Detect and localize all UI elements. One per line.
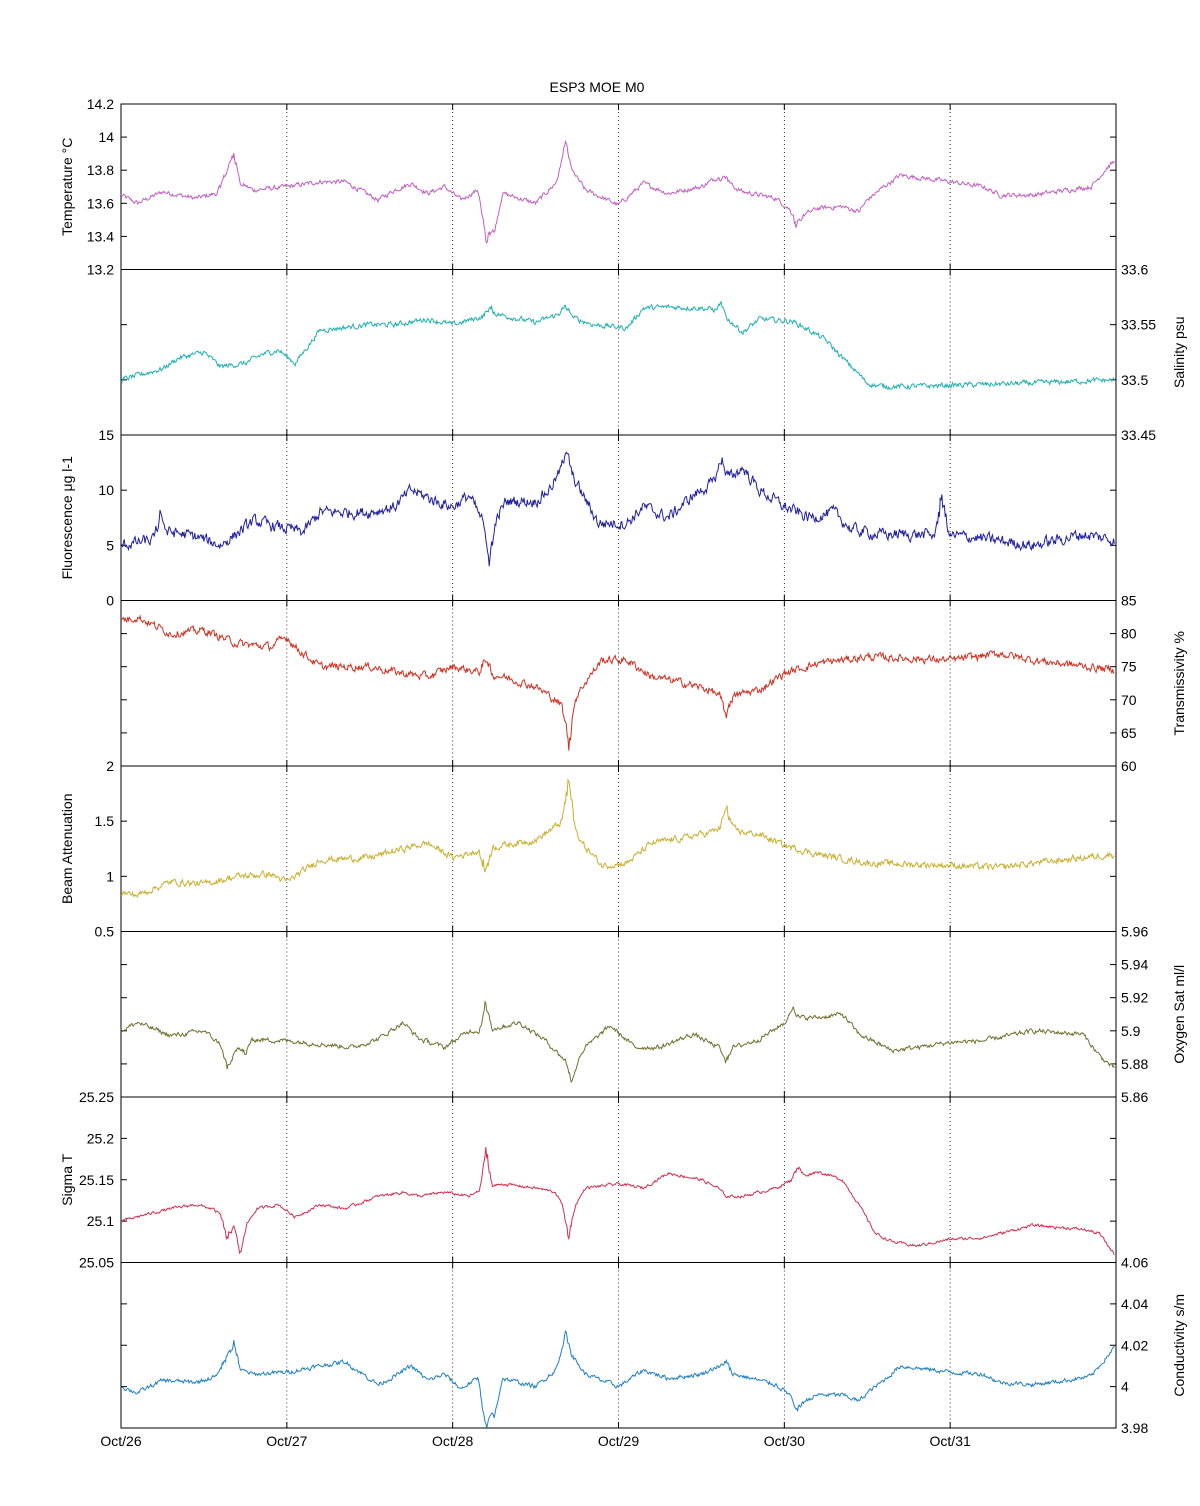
y-tick-label: 33.45 — [1121, 427, 1156, 443]
y-tick-label: 1.5 — [95, 813, 115, 829]
x-tick-label: Oct/29 — [598, 1433, 639, 1449]
y-tick-label: 85 — [1121, 593, 1137, 609]
series-line — [120, 778, 1115, 898]
y-tick-label: 5.88 — [1121, 1056, 1148, 1072]
series-line — [120, 1146, 1115, 1256]
panel-4: 0.5 1 1.5 2 Beam Attenuation — [59, 758, 1117, 940]
x-tick-label: Oct/26 — [100, 1433, 141, 1449]
y-tick-label: 10 — [98, 482, 114, 498]
chart-title: ESP3 MOE M0 — [550, 79, 645, 95]
x-tick-label: Oct/30 — [764, 1433, 805, 1449]
y-axis-label: Sigma T — [59, 1153, 75, 1205]
series-line — [120, 451, 1115, 567]
panel-2: 0 5 10 15 Fluorescence μg l-1 — [59, 427, 1117, 609]
y-tick-label: 5.92 — [1121, 990, 1148, 1006]
y-tick-label: 13.4 — [87, 228, 114, 244]
y-tick-label: 14 — [98, 129, 114, 145]
y-tick-label: 15 — [98, 427, 114, 443]
y-tick-label: 25.1 — [87, 1213, 114, 1229]
y-tick-label: 0 — [106, 593, 114, 609]
x-tick-label: Oct/31 — [930, 1433, 971, 1449]
panel-0: 13.2 13.4 13.6 13.8 14 14.2 Temperature °C — [59, 96, 1117, 278]
panel-6: 25.05 25.1 25.15 25.2 25.25 Sigma T — [59, 1089, 1117, 1271]
y-tick-label: 60 — [1121, 758, 1137, 774]
y-tick-label: 13.6 — [87, 195, 114, 211]
y-tick-label: 70 — [1121, 692, 1137, 708]
y-axis-label: Oxygen Sat ml/l — [1171, 965, 1187, 1064]
y-tick-label: 25.2 — [87, 1130, 114, 1146]
y-axis-label: Transmissivity % — [1171, 631, 1187, 736]
x-tick-label: Oct/28 — [432, 1433, 473, 1449]
y-axis-label: Beam Attenuation — [59, 793, 75, 904]
series-line — [120, 301, 1115, 391]
series-line — [120, 1330, 1115, 1428]
y-tick-label: 13.8 — [87, 162, 114, 178]
y-tick-label: 4 — [1121, 1379, 1129, 1395]
y-axis-label: Salinity psu — [1171, 316, 1187, 388]
y-tick-label: 4.06 — [1121, 1255, 1148, 1271]
y-tick-label: 13.2 — [87, 262, 114, 278]
y-tick-label: 5.86 — [1121, 1089, 1148, 1105]
y-tick-label: 5.94 — [1121, 957, 1148, 973]
y-tick-label: 80 — [1121, 626, 1137, 642]
y-tick-label: 14.2 — [87, 96, 114, 112]
y-tick-label: 4.02 — [1121, 1337, 1148, 1353]
panel-1: 33.45 33.5 33.55 33.6 Salinity psu — [120, 262, 1187, 443]
panel-3: 60 65 70 75 80 85 Transmissivity % — [120, 593, 1187, 774]
x-tick-label: Oct/27 — [266, 1433, 307, 1449]
panel-5: 5.86 5.88 5.9 5.92 5.94 5.96 Oxygen Sat ml/l — [120, 924, 1187, 1105]
y-tick-label: 65 — [1121, 725, 1137, 741]
y-tick-label: 25.05 — [79, 1255, 114, 1271]
y-tick-label: 25.25 — [79, 1089, 114, 1105]
y-tick-label: 75 — [1121, 659, 1137, 675]
series-line — [120, 614, 1115, 751]
y-tick-label: 5.9 — [1121, 1023, 1141, 1039]
y-tick-label: 2 — [106, 758, 114, 774]
y-tick-label: 5.96 — [1121, 924, 1148, 940]
y-tick-label: 33.55 — [1121, 317, 1156, 333]
y-tick-label: 0.5 — [95, 924, 115, 940]
y-tick-label: 4.04 — [1121, 1296, 1148, 1312]
y-tick-label: 1 — [106, 868, 114, 884]
series-line — [120, 1000, 1115, 1084]
y-tick-label: 33.5 — [1121, 372, 1148, 388]
series-line — [120, 139, 1115, 244]
y-axis-label: Fluorescence μg l-1 — [59, 456, 75, 579]
y-tick-label: 33.6 — [1121, 262, 1148, 278]
y-tick-label: 5 — [106, 537, 114, 553]
y-tick-label: 3.98 — [1121, 1420, 1148, 1436]
panel-7: 3.98 4 4.02 4.04 4.06 Conductivity s/m — [120, 1255, 1187, 1436]
y-axis-label: Conductivity s/m — [1171, 1294, 1187, 1397]
x-axis: Oct/26 Oct/27 Oct/28 Oct/29 Oct/30 Oct/31 — [100, 1433, 971, 1449]
y-tick-label: 25.15 — [79, 1172, 114, 1188]
y-axis-label: Temperature °C — [59, 138, 75, 236]
